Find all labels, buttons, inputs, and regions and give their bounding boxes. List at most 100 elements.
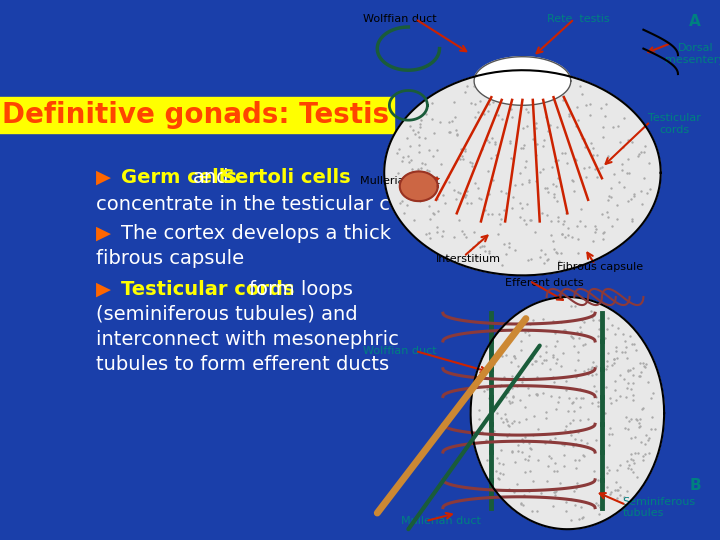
Point bbox=[563, 110, 575, 118]
Point bbox=[606, 399, 617, 407]
Point bbox=[601, 362, 613, 370]
Point bbox=[604, 394, 616, 403]
Point bbox=[545, 217, 557, 226]
Point bbox=[580, 221, 591, 230]
Point bbox=[544, 364, 556, 373]
Point bbox=[559, 232, 571, 241]
Point bbox=[590, 387, 602, 396]
Point bbox=[552, 123, 563, 132]
Text: Seminiferous
tubules: Seminiferous tubules bbox=[623, 497, 696, 518]
Point bbox=[518, 96, 530, 105]
Point bbox=[428, 151, 439, 160]
Point bbox=[527, 476, 539, 485]
Text: Efferent ducts: Efferent ducts bbox=[505, 278, 584, 288]
Point bbox=[590, 225, 602, 233]
Point bbox=[609, 485, 621, 494]
Point bbox=[590, 164, 601, 173]
Point bbox=[572, 222, 583, 231]
Point bbox=[522, 91, 534, 99]
Point bbox=[431, 228, 442, 237]
Point bbox=[643, 158, 654, 167]
Point bbox=[631, 449, 643, 458]
Point bbox=[618, 183, 630, 192]
Polygon shape bbox=[400, 172, 438, 201]
Point bbox=[455, 145, 467, 153]
Point bbox=[498, 206, 510, 214]
Point bbox=[548, 467, 559, 475]
Point bbox=[631, 472, 642, 481]
Point bbox=[550, 181, 562, 190]
Point bbox=[546, 163, 558, 171]
Point bbox=[567, 415, 578, 424]
Point bbox=[426, 98, 438, 107]
Point bbox=[520, 219, 531, 228]
Point bbox=[547, 353, 559, 361]
Point bbox=[625, 415, 636, 424]
Point bbox=[401, 134, 413, 143]
Point bbox=[508, 393, 519, 402]
Point bbox=[621, 487, 633, 495]
Point bbox=[541, 211, 552, 219]
Point bbox=[472, 238, 484, 247]
Point bbox=[575, 384, 586, 393]
Point bbox=[542, 461, 554, 470]
Point bbox=[549, 490, 560, 499]
Point bbox=[478, 386, 490, 395]
Point bbox=[479, 205, 490, 214]
Point bbox=[538, 389, 549, 397]
Point bbox=[495, 382, 506, 391]
Point bbox=[462, 187, 473, 195]
Point bbox=[613, 122, 624, 130]
Point bbox=[413, 147, 425, 156]
Point bbox=[578, 451, 590, 460]
Point bbox=[454, 154, 466, 163]
Point bbox=[495, 220, 506, 229]
Point bbox=[638, 148, 649, 157]
Point bbox=[498, 240, 510, 248]
Point bbox=[466, 159, 477, 167]
Point bbox=[601, 208, 613, 217]
Point bbox=[600, 99, 611, 108]
Point bbox=[549, 459, 561, 468]
Text: The cortex develops a thick: The cortex develops a thick bbox=[121, 224, 391, 242]
Point bbox=[591, 151, 603, 160]
Point bbox=[458, 230, 469, 238]
Point bbox=[497, 418, 508, 427]
Point bbox=[624, 168, 635, 177]
Point bbox=[556, 148, 567, 157]
Point bbox=[412, 184, 423, 193]
Point bbox=[548, 377, 559, 386]
Point bbox=[503, 421, 514, 429]
Point bbox=[602, 213, 613, 221]
Point bbox=[416, 184, 428, 193]
Point bbox=[491, 454, 503, 463]
Point bbox=[557, 349, 569, 357]
Point bbox=[637, 404, 649, 413]
Point bbox=[596, 210, 608, 219]
Point bbox=[603, 465, 615, 474]
Point bbox=[569, 487, 580, 495]
Point bbox=[556, 230, 567, 238]
Point bbox=[518, 373, 529, 381]
Point bbox=[626, 214, 638, 223]
Point bbox=[409, 130, 420, 138]
Point bbox=[416, 159, 428, 167]
Point bbox=[485, 454, 497, 462]
Point bbox=[559, 440, 570, 449]
Point bbox=[642, 189, 653, 198]
Text: Testicular cords: Testicular cords bbox=[121, 280, 294, 299]
Point bbox=[606, 192, 617, 201]
Point bbox=[539, 438, 551, 447]
Point bbox=[444, 128, 455, 137]
Point bbox=[644, 185, 656, 194]
Point bbox=[460, 233, 472, 241]
Point bbox=[496, 80, 508, 89]
Point bbox=[451, 130, 463, 138]
Point bbox=[547, 484, 559, 493]
Point bbox=[541, 184, 553, 192]
Text: fibrous capsule: fibrous capsule bbox=[96, 248, 243, 268]
Point bbox=[634, 359, 646, 367]
Point bbox=[582, 364, 593, 373]
Point bbox=[517, 144, 528, 152]
Point bbox=[626, 340, 638, 348]
